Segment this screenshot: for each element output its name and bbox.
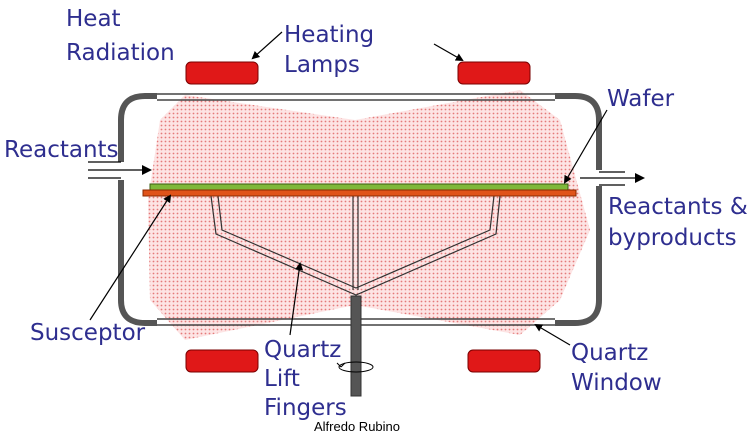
susceptor-label: Susceptor	[30, 320, 146, 346]
author-credit: Alfredo Rubino	[314, 419, 400, 434]
rotation-icon	[336, 361, 374, 373]
quartz-lift-fingers	[210, 195, 501, 296]
wafer	[149, 183, 569, 191]
wafer-label: Wafer	[607, 86, 675, 112]
reactants-out-label: Reactants & byproducts	[608, 194, 750, 251]
rotation-shaft	[350, 295, 362, 397]
heating-lamp-bottom-right	[467, 349, 541, 373]
quartz-lift-fingers-label: Quartz Lift Fingers	[264, 337, 349, 421]
quartz-window-pointer	[534, 323, 571, 346]
heating-lamps-label: Heating Lamps	[284, 22, 381, 78]
heating-lamps-pointer	[251, 31, 283, 60]
reactants-in-label: Reactants	[4, 137, 119, 163]
quartz-window-top	[157, 93, 555, 101]
chamber-wall	[118, 93, 602, 326]
lift-fingers-pointer	[289, 262, 304, 336]
heating-lamps-pointer-right	[433, 43, 464, 61]
wafer-pointer	[563, 109, 608, 184]
susceptor-pointer	[89, 194, 172, 321]
heat-radiation-region	[148, 90, 590, 340]
heat-radiation-label: Heat Radiation	[66, 6, 175, 66]
susceptor	[142, 189, 577, 197]
gas-inlet-port	[88, 161, 152, 179]
heating-lamp-bottom-left	[185, 349, 259, 373]
heating-lamp-top-right	[457, 61, 531, 85]
quartz-window-label: Quartz Window	[571, 340, 662, 396]
gas-outlet-port	[580, 171, 645, 186]
heating-lamp-top-left	[185, 61, 259, 85]
